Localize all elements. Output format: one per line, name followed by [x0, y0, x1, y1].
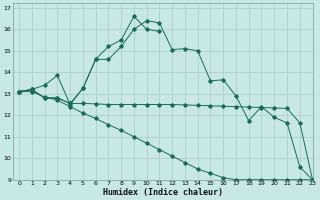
X-axis label: Humidex (Indice chaleur): Humidex (Indice chaleur) — [103, 188, 223, 197]
